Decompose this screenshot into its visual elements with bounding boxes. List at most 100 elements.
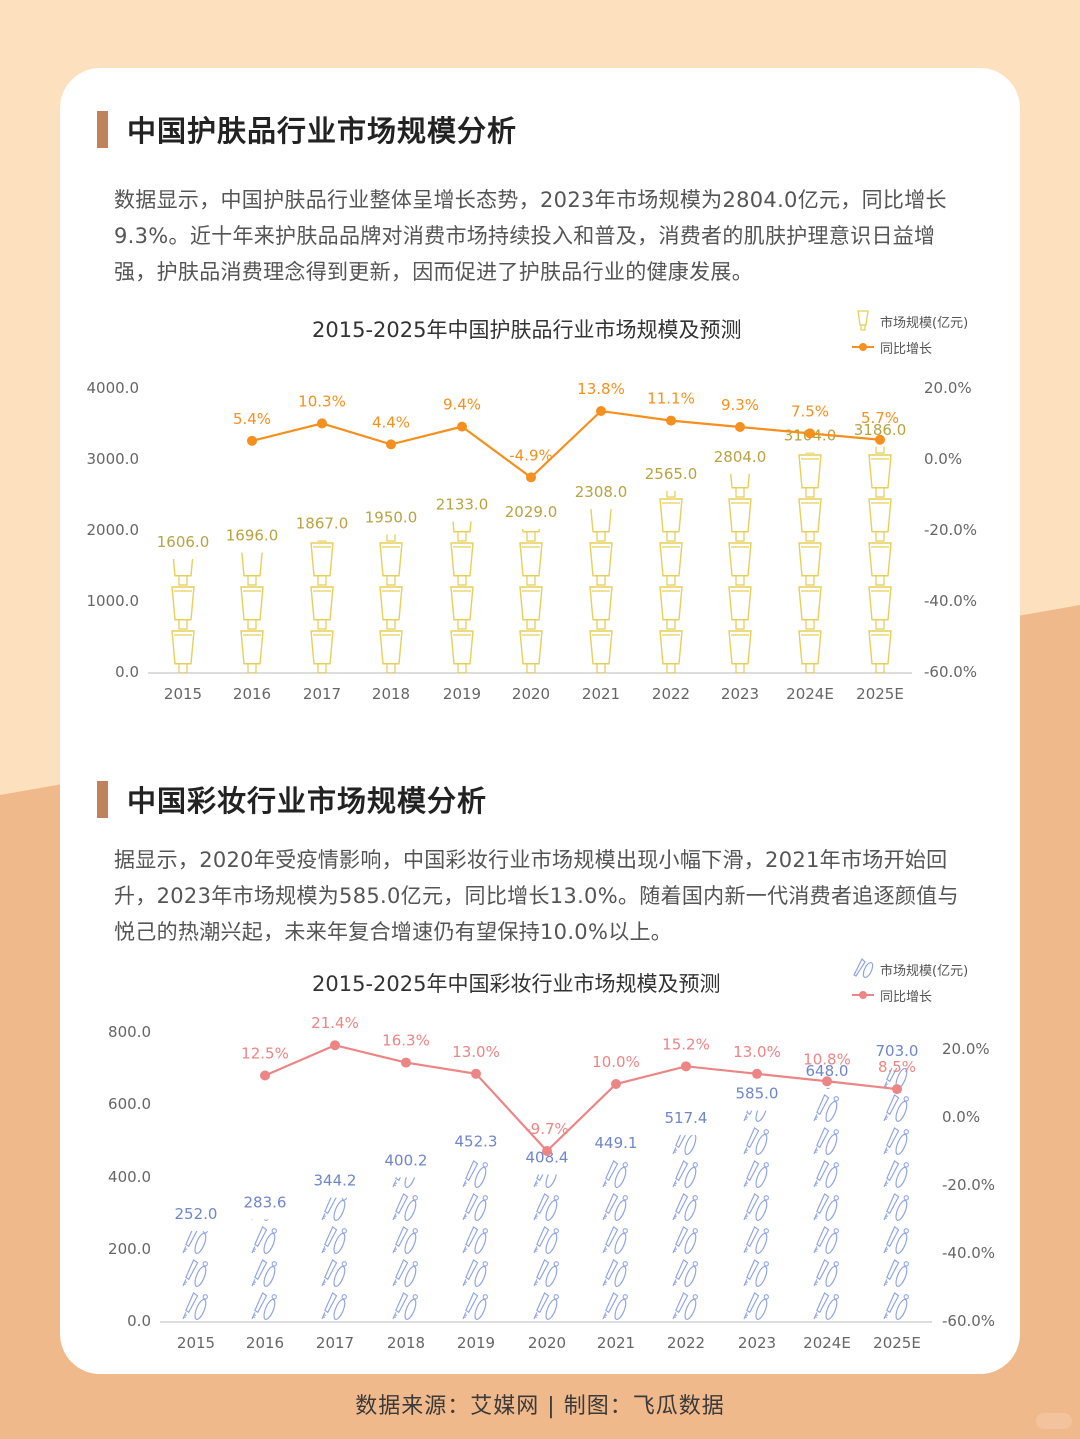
growth-value-label: 15.2% bbox=[662, 1035, 710, 1053]
bar-value-label: 703.0 bbox=[876, 1042, 919, 1060]
growth-value-label: 21.4% bbox=[311, 1014, 359, 1032]
y-right-tick: -40.0% bbox=[942, 1244, 996, 1262]
bar-value-label: 1606.0 bbox=[157, 533, 210, 551]
title-accent-bar bbox=[97, 780, 108, 818]
content-card bbox=[60, 68, 1020, 1374]
section-title-makeup: 中国彩妆行业市场规模分析 bbox=[97, 779, 487, 819]
y-left-tick: 4000.0 bbox=[86, 379, 140, 397]
legend-label: 市场规模(亿元) bbox=[880, 315, 969, 331]
growth-point bbox=[260, 1070, 270, 1081]
makeup-brush-icon bbox=[852, 957, 874, 980]
x-category-label: 2017 bbox=[315, 1334, 355, 1352]
growth-value-label: 11.1% bbox=[647, 390, 695, 408]
chart-title-makeup: 2015-2025年中国彩妆行业市场规模及预测 bbox=[312, 972, 721, 996]
line-marker-icon bbox=[852, 984, 874, 1006]
pictorial-bar bbox=[602, 1160, 628, 1320]
x-category-label: 2022 bbox=[666, 1334, 706, 1352]
bar-value-label: 408.4 bbox=[526, 1148, 569, 1166]
bar-value-label: 2133.0 bbox=[436, 496, 489, 514]
pictorial-bar bbox=[462, 1160, 488, 1320]
legend-item-market-size: 市场规模(亿元) bbox=[852, 956, 968, 982]
bar-value-label: 252.0 bbox=[175, 1205, 218, 1223]
pictorial-bar bbox=[883, 1068, 909, 1320]
growth-value-label: 9.4% bbox=[443, 396, 481, 414]
x-category-label: 2023 bbox=[720, 685, 760, 703]
y-right-tick: -40.0% bbox=[924, 592, 978, 610]
pictorial-bar bbox=[310, 540, 334, 673]
growth-point bbox=[666, 415, 676, 426]
pictorial-bar bbox=[813, 1087, 839, 1320]
legend-label: 市场规模(亿元) bbox=[880, 963, 969, 979]
bar-value-label: 400.2 bbox=[385, 1151, 428, 1169]
y-left-tick: 800.0 bbox=[108, 1023, 151, 1041]
growth-value-label: 10.0% bbox=[592, 1053, 640, 1071]
legend-label: 同比增长 bbox=[880, 989, 933, 1005]
bar-series: 252.0 283.6 344.2 400.2 452.3 408.4 449.1 517.4… bbox=[175, 1042, 919, 1320]
pictorial-bar bbox=[589, 509, 613, 673]
growth-value-label: 7.5% bbox=[791, 402, 829, 420]
growth-value-label: -4.9% bbox=[509, 446, 553, 464]
y-left-tick: 400.0 bbox=[108, 1167, 151, 1186]
y-left-tick: 0.0 bbox=[115, 663, 139, 681]
y-right-tick: 0.0% bbox=[924, 450, 963, 468]
growth-point bbox=[542, 1145, 552, 1156]
pictorial-bar bbox=[798, 452, 822, 673]
tube-icon bbox=[852, 310, 874, 332]
bar-value-label: 1950.0 bbox=[365, 509, 418, 527]
legend-skincare: 市场规模(亿元) 同比增长 bbox=[852, 308, 968, 360]
y-right-tick: -20.0% bbox=[942, 1176, 996, 1194]
growth-value-label: 8.5% bbox=[878, 1058, 916, 1076]
y-left-tick: 200.0 bbox=[108, 1239, 151, 1258]
growth-value-label: 16.3% bbox=[382, 1032, 430, 1050]
bar-value-label: 2804.0 bbox=[714, 448, 767, 466]
growth-point bbox=[681, 1061, 691, 1072]
growth-line bbox=[264, 1044, 898, 1153]
chart-title-skincare: 2015-2025年中国护肤品行业市场规模及预测 bbox=[312, 318, 742, 342]
pictorial-bar bbox=[251, 1219, 277, 1320]
section-title-skincare: 中国护肤品行业市场规模分析 bbox=[97, 109, 517, 149]
pictorial-bar bbox=[450, 521, 474, 673]
legend-label: 同比增长 bbox=[880, 341, 933, 357]
bar-value-label: 648.0 bbox=[806, 1062, 849, 1080]
y-left-tick: 2000.0 bbox=[86, 521, 140, 539]
legend-item-growth: 同比增长 bbox=[852, 334, 968, 360]
pictorial-bar bbox=[672, 1135, 698, 1320]
x-category-label: 2020 bbox=[527, 1334, 567, 1352]
growth-value-label: -9.7% bbox=[525, 1120, 569, 1138]
pictorial-bar bbox=[659, 490, 683, 674]
x-category-label: 2024E bbox=[803, 1334, 851, 1352]
growth-line bbox=[251, 409, 881, 479]
bar-value-label: 1696.0 bbox=[226, 527, 279, 545]
pictorial-bar bbox=[728, 473, 752, 673]
growth-value-label: 4.4% bbox=[372, 413, 410, 431]
x-category-label: 2016 bbox=[232, 685, 272, 703]
x-category-label: 2016 bbox=[245, 1334, 285, 1352]
growth-point bbox=[596, 406, 606, 417]
x-category-label: 2024E bbox=[786, 685, 834, 703]
growth-value-label: 10.3% bbox=[298, 392, 346, 410]
growth-point bbox=[805, 428, 815, 439]
y-right-tick: -60.0% bbox=[942, 1312, 996, 1330]
growth-point bbox=[875, 434, 885, 445]
x-category-label: 2015 bbox=[176, 1334, 216, 1352]
bar-value-label: 452.3 bbox=[455, 1133, 498, 1151]
x-category-label: 2019 bbox=[442, 685, 482, 703]
pictorial-bar bbox=[321, 1197, 347, 1320]
growth-point bbox=[892, 1084, 902, 1095]
growth-point bbox=[317, 418, 327, 429]
makeup-description: 据显示，2020年受疫情影响，中国彩妆行业市场规模出现小幅下滑，2021年市场开… bbox=[114, 848, 959, 944]
y-left-tick: 1000.0 bbox=[86, 592, 140, 610]
bar-value-label: 2565.0 bbox=[645, 465, 698, 483]
y-left-tick: 600.0 bbox=[108, 1095, 151, 1114]
x-category-label: 2025E bbox=[856, 685, 904, 703]
bar-value-label: 585.0 bbox=[736, 1085, 779, 1103]
x-category-label: 2023 bbox=[737, 1334, 777, 1352]
pictorial-bar bbox=[240, 552, 264, 673]
growth-value-label: 12.5% bbox=[241, 1045, 289, 1063]
y-left-tick: 0.0 bbox=[127, 1312, 151, 1330]
x-category-label: 2021 bbox=[596, 1334, 636, 1352]
x-category-label: 2021 bbox=[581, 685, 621, 703]
x-category-label: 2015 bbox=[163, 685, 203, 703]
watermark-badge bbox=[1036, 1413, 1072, 1429]
